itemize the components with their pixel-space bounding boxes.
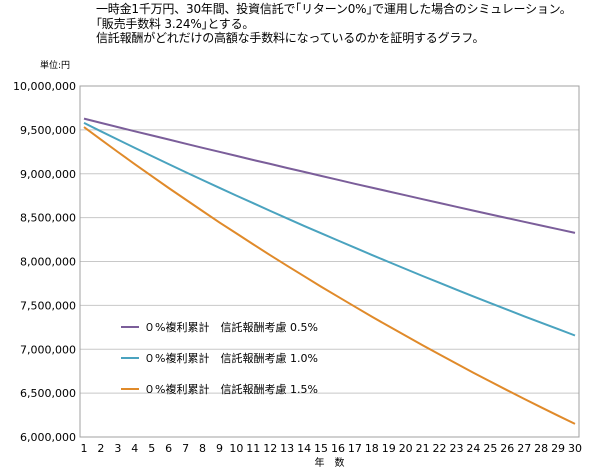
x-tick-label: 11 [246, 442, 260, 455]
x-axis-ticks: 1 2 3 4 5 6 7 8 9 10 11 12 13 14 15 16 17 18 19 20 21 22 23 24 2… [81, 442, 583, 455]
y-axis-ticks: 6,000,000 6,500,000 7,000,000 7,500,000 8,00… [13, 80, 76, 444]
y-tick-label: 8,000,000 [20, 256, 76, 269]
x-tick-label: 25 [483, 442, 497, 455]
y-tick-label: 6,000,000 [20, 431, 76, 444]
x-axis-title: 年 数 [315, 456, 345, 469]
series-lines [83, 117, 576, 425]
y-tick-label: 10,000,000 [13, 80, 76, 93]
y-tick-label: 8,500,000 [20, 212, 76, 225]
series-line [83, 122, 576, 337]
series-line [83, 117, 576, 234]
caption-line-3: 信託報酬がどれだけの高額な手数料になっているのかを証明するグラフ。 [96, 31, 485, 45]
x-tick-label: 17 [348, 442, 362, 455]
y-tick-label: 9,000,000 [20, 168, 76, 181]
legend-entry: ０%複利累計 信託報酬考慮 1.5% [144, 382, 318, 396]
x-tick-label: 9 [216, 442, 223, 455]
x-tick-label: 26 [500, 442, 514, 455]
y-tick-label: 7,500,000 [20, 299, 76, 312]
x-tick-label: 16 [331, 442, 345, 455]
y-tick-label: 6,500,000 [20, 387, 76, 400]
x-tick-label: 3 [114, 442, 121, 455]
x-tick-label: 22 [433, 442, 447, 455]
x-tick-label: 2 [97, 442, 104, 455]
x-tick-label: 20 [399, 442, 413, 455]
legend: ０%複利累計 信託報酬考慮 0.5% ０%複利累計 信託報酬考慮 1.0% ０%複利… [121, 320, 318, 396]
x-tick-label: 30 [568, 442, 582, 455]
chart-caption: 一時金1千万円、30年間、投資信託で｢リターン0%｣で運用した場合のシミュレーシ… [96, 2, 572, 46]
plot-area [79, 85, 580, 438]
x-tick-label: 1 [81, 442, 88, 455]
legend-entry: ０%複利累計 信託報酬考慮 0.5% [144, 320, 318, 334]
x-tick-label: 19 [382, 442, 396, 455]
x-tick-label: 8 [199, 442, 206, 455]
x-tick-label: 21 [416, 442, 430, 455]
unit-label: 単位:円 [40, 59, 70, 71]
x-tick-label: 23 [449, 442, 463, 455]
x-tick-label: 27 [517, 442, 531, 455]
x-tick-label: 10 [229, 442, 243, 455]
legend-entry: ０%複利累計 信託報酬考慮 1.0% [144, 351, 318, 365]
caption-line-2: ｢販売手数料 3.24%｣とする。 [96, 16, 255, 31]
x-tick-label: 18 [365, 442, 379, 455]
x-tick-label: 13 [280, 442, 294, 455]
x-tick-label: 5 [148, 442, 155, 455]
x-tick-label: 14 [297, 442, 311, 455]
x-tick-label: 29 [551, 442, 565, 455]
y-tick-label: 7,000,000 [20, 343, 76, 356]
x-tick-label: 15 [314, 442, 328, 455]
x-tick-label: 28 [534, 442, 548, 455]
x-tick-label: 6 [165, 442, 172, 455]
x-tick-label: 4 [131, 442, 138, 455]
x-tick-label: 7 [182, 442, 189, 455]
series-line [83, 126, 576, 425]
x-tick-label: 12 [263, 442, 277, 455]
caption-line-1: 一時金1千万円、30年間、投資信託で｢リターン0%｣で運用した場合のシミュレーシ… [96, 2, 572, 16]
y-tick-label: 9,500,000 [20, 124, 76, 137]
x-tick-label: 24 [466, 442, 480, 455]
